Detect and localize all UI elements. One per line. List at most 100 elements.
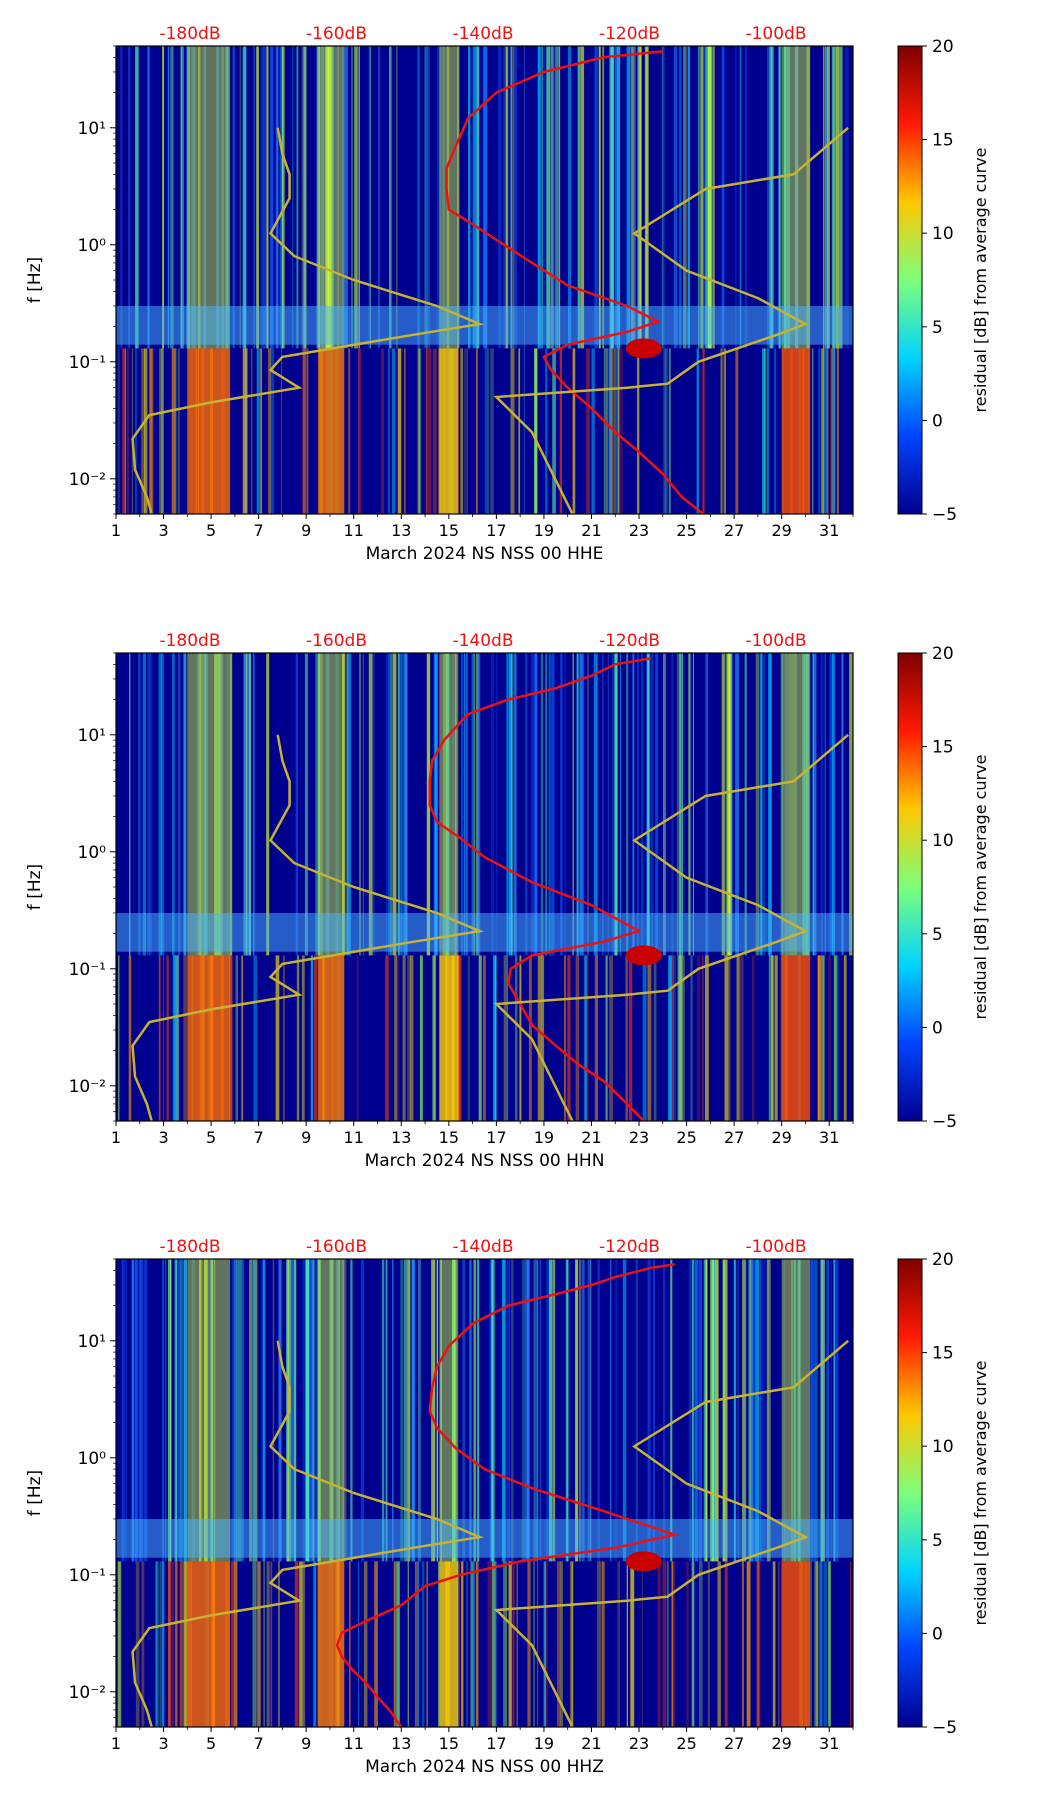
top-db-label: -180dB (159, 24, 220, 44)
heatmap-streak (505, 46, 509, 349)
heatmap-streak (374, 1561, 378, 1727)
heatmap-streak (297, 955, 300, 1121)
heatmap-streak (792, 653, 796, 956)
heatmap-streak (226, 653, 230, 956)
heatmap-streak (661, 46, 664, 349)
heatmap-streak (849, 653, 853, 956)
heatmap-streak (317, 653, 321, 956)
heatmap-streak (270, 1561, 273, 1727)
heatmap-streak (679, 955, 681, 1121)
heatmap-streak (434, 653, 437, 956)
x-tick-label: 13 (391, 521, 411, 540)
heatmap-streak (440, 1259, 442, 1562)
heatmap-streak (457, 955, 462, 1121)
panel-hhe: 1 3 5 7 9 11 13 15 17 19 21 23 25 27 29 3110⁻²10⁻¹10⁰10… (25, 24, 990, 564)
x-tick-label: 7 (254, 521, 264, 540)
x-tick-label: 5 (206, 1734, 216, 1753)
x-tick-label: 13 (391, 1734, 411, 1753)
heatmap-event-band (187, 1259, 231, 1562)
heatmap-event-band (187, 1561, 231, 1727)
heatmap-streak (546, 46, 550, 349)
heatmap-event-band (318, 955, 345, 1121)
colorbar-tick-label: 0 (932, 1624, 943, 1644)
heatmap-streak (678, 46, 681, 349)
heatmap-streak (575, 955, 580, 1121)
heatmap-streak (814, 1259, 818, 1562)
heatmap-event-band (439, 46, 459, 349)
heatmap-streak (483, 955, 486, 1121)
colorbar-tick-label: −5 (932, 1112, 957, 1132)
heatmap-streak (683, 46, 687, 349)
heatmap-streak (530, 653, 534, 956)
heatmap-streak (301, 46, 303, 349)
heatmap-streak (645, 46, 648, 349)
x-tick-label: 23 (629, 521, 649, 540)
heatmap-streak (178, 653, 181, 956)
x-tick-label: 15 (439, 1734, 459, 1753)
heatmap-streak (477, 1259, 480, 1562)
heatmap-streak (260, 46, 263, 349)
heatmap-streak (417, 1561, 419, 1727)
heatmap-streak (560, 1561, 563, 1727)
heatmap-streak (403, 1259, 408, 1562)
heatmap-streak (144, 348, 148, 514)
heatmap-streak (701, 46, 704, 349)
y-tick-label: 10¹ (78, 119, 106, 139)
heatmap-event-band (187, 46, 231, 349)
heatmap-streak (815, 1561, 819, 1727)
x-tick-label: 29 (771, 1734, 791, 1753)
heatmap-streak (378, 46, 381, 349)
heatmap-streak (696, 348, 699, 514)
x-tick-label: 19 (534, 1128, 554, 1147)
heatmap-streak (779, 46, 781, 349)
colorbar-label: residual [dB] from average curve (971, 148, 990, 413)
heatmap-streak (210, 1259, 213, 1562)
heatmap-streak (739, 955, 744, 1121)
heatmap-streak (712, 46, 715, 349)
x-tick-label: 17 (486, 1128, 506, 1147)
heatmap-streak (147, 653, 151, 956)
heatmap-streak (253, 653, 255, 956)
colorbar-tick-label: 10 (932, 831, 954, 851)
heatmap-streak (596, 46, 599, 349)
heatmap-streak (350, 1259, 353, 1562)
heatmap-streak (281, 46, 284, 349)
heatmap-streak (175, 348, 177, 514)
heatmap-streak (631, 46, 634, 349)
heatmap-streak (489, 1259, 492, 1562)
heatmap-streak (308, 1259, 313, 1562)
heatmap-streak (506, 653, 510, 956)
heatmap-streak (469, 1259, 472, 1562)
heatmap-streak (461, 653, 464, 956)
heatmap-streak (830, 1259, 832, 1562)
heatmap-streak (614, 46, 617, 349)
heatmap-streak (281, 46, 286, 349)
y-tick-label: 10⁻² (69, 1077, 106, 1097)
heatmap-streak (272, 1259, 275, 1562)
heatmap-streak (473, 1259, 476, 1562)
heatmap-streak (161, 1561, 165, 1727)
heatmap-streak (476, 46, 479, 349)
heatmap-streak (495, 1561, 497, 1727)
y-tick-label: 10⁻¹ (69, 1566, 106, 1586)
colorbar-tick-label: 0 (932, 1018, 943, 1038)
heatmap-streak (705, 955, 709, 1121)
heatmap-streak (597, 1561, 601, 1727)
heatmap-streak (806, 653, 810, 956)
colorbar-tick-label: 20 (932, 644, 954, 664)
x-axis-label: March 2024 NS NSS 00 HHZ (365, 1757, 604, 1777)
heatmap-streak (687, 46, 690, 349)
heatmap-streak (170, 46, 174, 349)
heatmap-streak (465, 653, 468, 956)
heatmap-streak (597, 1259, 600, 1562)
top-db-label: -160dB (306, 24, 367, 44)
heatmap-event-band (781, 955, 811, 1121)
heatmap-hotspot (625, 945, 662, 966)
heatmap-streak (617, 348, 620, 514)
heatmap-streak (388, 653, 392, 956)
heatmap-streak (158, 653, 163, 956)
heatmap-streak (771, 955, 774, 1121)
heatmap-streak (567, 955, 571, 1121)
heatmap-streak (611, 653, 615, 956)
heatmap-streak (181, 46, 184, 349)
